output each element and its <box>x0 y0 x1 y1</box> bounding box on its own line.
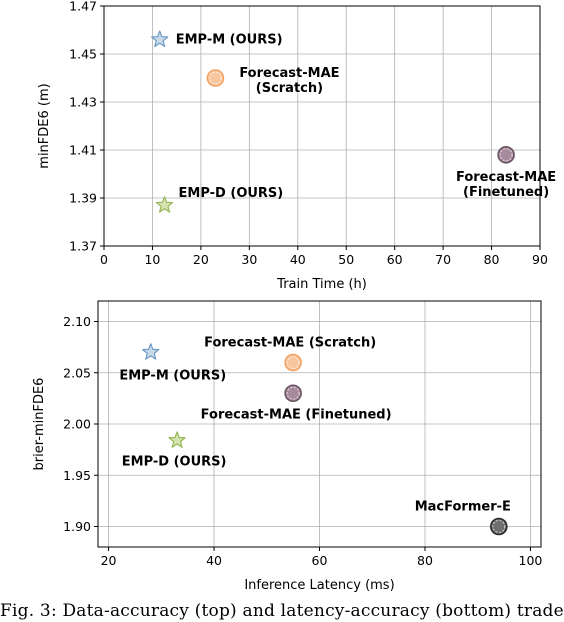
y-tick-label: 1.95 <box>63 468 91 483</box>
point-label-line: Forecast-MAE <box>456 170 556 185</box>
y-tick-label: 1.90 <box>63 519 91 534</box>
x-tick-label: 90 <box>532 252 548 267</box>
y-tick-label: 1.45 <box>69 47 97 62</box>
point-label-forecast-mae-scratch: Forecast-MAE (Scratch) <box>239 66 339 96</box>
circle-marker-pattern <box>492 520 506 533</box>
star-marker-emp-d-ours <box>168 431 186 448</box>
point-label-forecast-mae-scratch: Forecast-MAE (Scratch) <box>204 336 376 351</box>
x-tick-label: 30 <box>241 252 257 267</box>
x-tick-label: 10 <box>144 252 160 267</box>
star-marker-emp-d-ours <box>155 196 174 213</box>
y-tick-label: 2.00 <box>63 417 91 432</box>
x-tick-label: 40 <box>206 553 222 568</box>
star-marker-emp-m-ours <box>142 343 160 360</box>
x-tick-label: 60 <box>312 553 328 568</box>
x-tick-label: 50 <box>338 252 354 267</box>
chart-panel-2: 20 40 60 80 100 1.90 1.95 2.00 2.05 2.10 Inference… <box>32 300 543 593</box>
x-tick-label: 20 <box>193 252 209 267</box>
point-label-line: Forecast-MAE (Scratch) <box>204 336 376 351</box>
y-axis-label: minFDE6 (m) <box>37 83 52 168</box>
y-tick-label: 1.39 <box>69 191 97 206</box>
plot-frame <box>103 5 541 247</box>
x-tick-label: 20 <box>101 553 117 568</box>
point-label-emp-d-ours: EMP-D (OURS) <box>179 186 284 201</box>
point-label-forecast-mae-finetuned: Forecast-MAE (Finetuned) <box>456 170 556 200</box>
x-tick-label: 70 <box>435 252 451 267</box>
point-label-line: EMP-M (OURS) <box>176 33 283 48</box>
point-label-line: (Finetuned) <box>463 185 549 200</box>
y-tick-label: 1.37 <box>69 239 97 254</box>
point-label-line: EMP-D (OURS) <box>179 186 284 201</box>
point-label-emp-d-ours: EMP-D (OURS) <box>122 454 227 469</box>
x-tick-label: 0 <box>100 252 108 267</box>
y-tick-label: 1.41 <box>69 143 97 158</box>
star-marker-emp-m-ours <box>151 30 169 48</box>
y-tick-label: 2.05 <box>63 365 91 380</box>
y-axis-label: brier-minFDE6 <box>32 378 47 471</box>
point-label-line: Forecast-MAE (Finetuned) <box>201 407 392 422</box>
point-label-line: MacFormer-E <box>415 500 511 515</box>
x-axis-label: Train Time (h) <box>276 277 367 292</box>
point-label-emp-m-ours: EMP-M (OURS) <box>176 33 283 48</box>
circle-marker-pattern <box>286 356 300 369</box>
point-label-line: EMP-D (OURS) <box>122 454 227 469</box>
y-tick-label: 1.47 <box>69 0 97 14</box>
point-label-line: EMP-M (OURS) <box>119 368 226 383</box>
point-label-macformer-e: MacFormer-E <box>415 500 511 515</box>
point-label-line: (Scratch) <box>256 81 323 96</box>
x-tick-label: 100 <box>519 553 543 568</box>
circle-marker-pattern <box>499 148 513 162</box>
x-tick-label: 80 <box>417 553 433 568</box>
x-axis-label: Inference Latency (ms) <box>244 578 394 593</box>
chart-panel-1: 0 10 20 30 40 50 60 70 80 90 1.37 1.39 1.41 1.43 1.45 1… <box>37 0 556 292</box>
circle-marker-pattern <box>286 386 300 400</box>
x-tick-label: 80 <box>484 252 500 267</box>
x-tick-label: 60 <box>387 252 403 267</box>
figure-caption: Fig. 3: Data-accuracy (top) and latency-… <box>0 601 564 621</box>
y-tick-label: 1.43 <box>69 95 97 110</box>
x-tick-label: 40 <box>290 252 306 267</box>
y-tick-label: 2.10 <box>63 314 91 329</box>
point-label-line: Forecast-MAE <box>239 66 339 81</box>
circle-marker-pattern <box>208 71 222 85</box>
point-label-forecast-mae-finetuned: Forecast-MAE (Finetuned) <box>201 407 392 422</box>
point-label-emp-m-ours: EMP-M (OURS) <box>119 368 226 383</box>
